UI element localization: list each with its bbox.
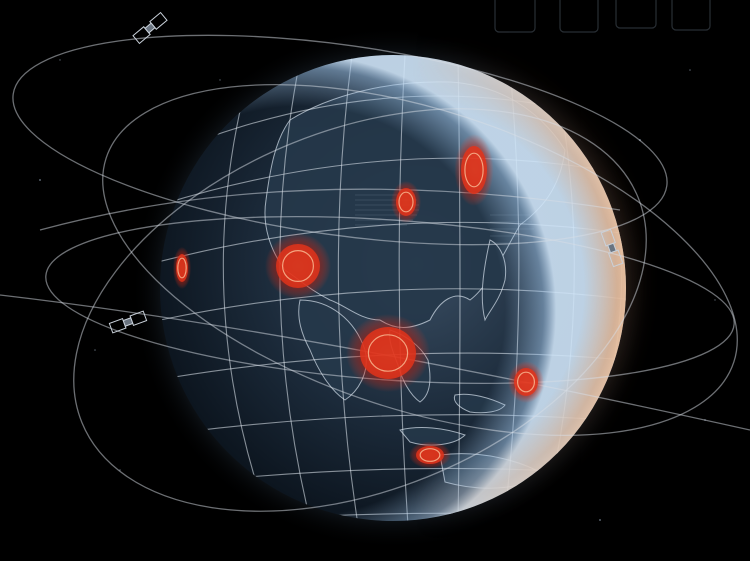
satellite-icon	[600, 228, 624, 268]
hotspots	[173, 134, 544, 469]
hotspot-indonesia	[409, 441, 451, 469]
hotspot-far-west	[173, 247, 191, 289]
hotspot-southeast-asia	[346, 314, 430, 392]
hotspot-west	[265, 233, 331, 299]
satellite-icon	[132, 11, 168, 45]
hotspot-northeast	[454, 134, 494, 206]
globe-rim-orange	[160, 55, 626, 521]
hotspot-central-north	[391, 181, 421, 223]
satellite-icon	[108, 310, 148, 334]
hotspot-pacific	[508, 361, 544, 403]
background-shapes	[494, 0, 711, 33]
